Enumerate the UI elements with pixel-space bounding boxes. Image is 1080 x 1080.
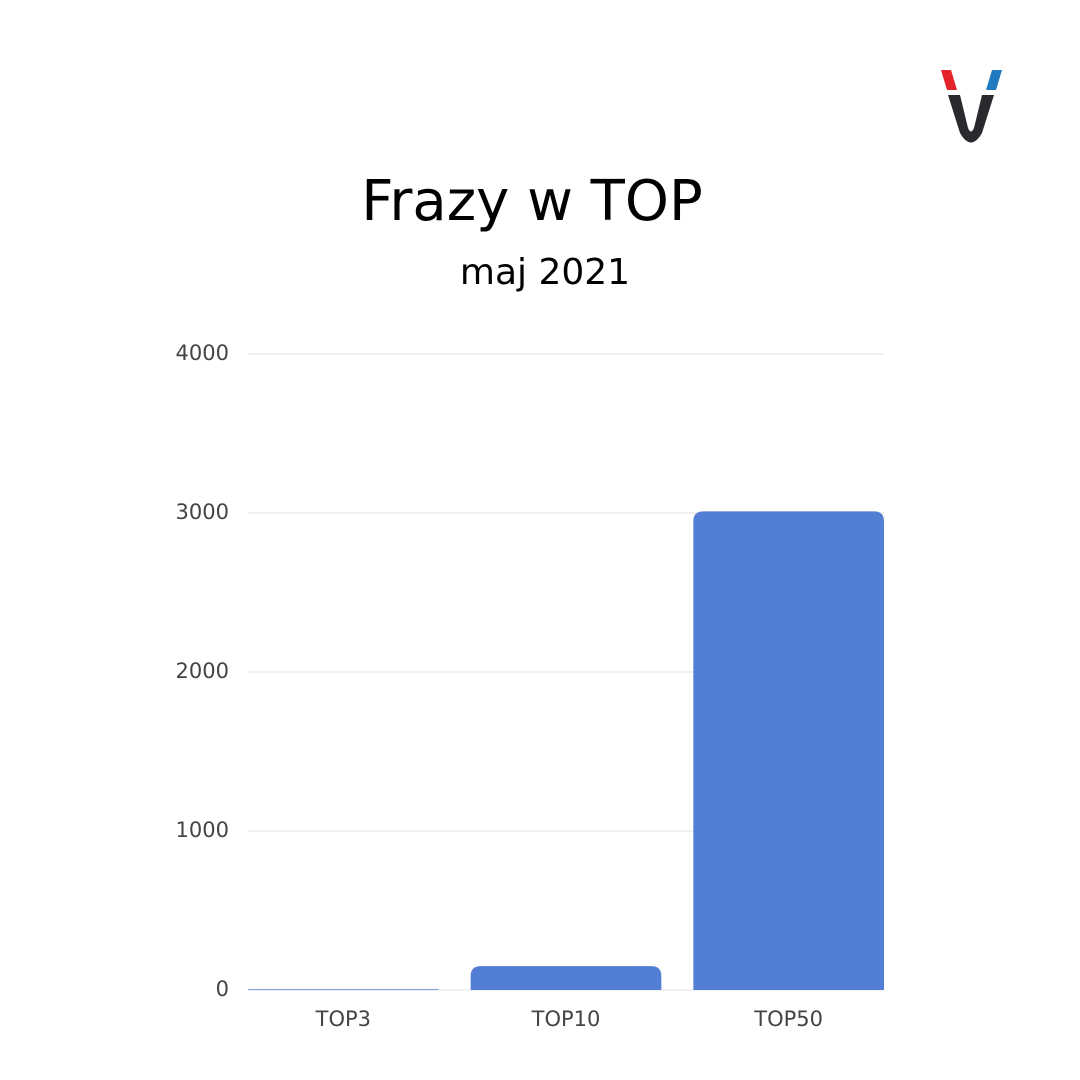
x-tick-label: TOP3 [315, 1007, 371, 1031]
y-tick-label: 0 [216, 977, 229, 1001]
logo [941, 70, 1002, 143]
y-tick-label: 4000 [176, 341, 229, 365]
chart-title: Frazy w TOP [361, 169, 702, 234]
bar [470, 966, 662, 990]
bar [693, 511, 884, 990]
y-tick-label: 2000 [176, 659, 229, 683]
y-tick-label: 1000 [176, 818, 229, 842]
chart-subtitle: maj 2021 [460, 252, 630, 293]
x-tick-label: TOP10 [531, 1007, 601, 1031]
x-tick-label: TOP50 [753, 1007, 823, 1031]
bar [248, 989, 439, 990]
y-tick-label: 3000 [176, 500, 229, 524]
